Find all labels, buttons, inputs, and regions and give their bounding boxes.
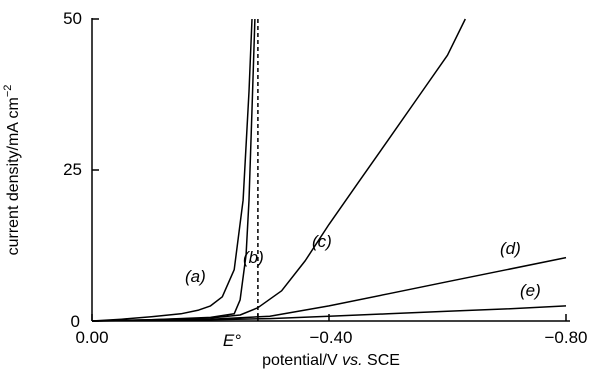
series-line-e <box>91 305 567 322</box>
y-axis-label-sup: −2 <box>2 85 14 98</box>
x-tick-label-0: 0.00 <box>75 328 108 347</box>
series-line-a <box>91 18 253 322</box>
x-axis-label: potential/V vs. SCE <box>262 352 400 369</box>
series-line-b <box>91 18 256 322</box>
y-tick-label-50: 50 <box>63 9 82 28</box>
curve-label-e: (e) <box>520 281 541 300</box>
x-axis-label-part1: potential/V <box>262 352 342 369</box>
y-tick-label-25: 25 <box>63 160 82 179</box>
curve-label-c: (c) <box>312 232 332 251</box>
x-axis-label-vs: vs. <box>342 352 362 369</box>
y-tick-label-0: 0 <box>71 312 80 331</box>
y-axis-label-main: current density/mA cm <box>5 97 22 255</box>
x-tick-label-minus-0-40: −0.40 <box>309 328 352 347</box>
x-axis-label-part3: SCE <box>363 352 400 369</box>
curve-label-b: (b) <box>243 248 264 267</box>
x-tick-label-minus-0-80: −0.80 <box>544 328 587 347</box>
x-tick-label-e0: E° <box>223 331 241 350</box>
curve-label-d: (d) <box>500 239 521 258</box>
series-line-c <box>91 18 466 322</box>
curve-label-a: (a) <box>185 267 206 286</box>
y-axis-label: current density/mA cm−2 <box>2 85 22 256</box>
series-line-d <box>91 256 567 322</box>
